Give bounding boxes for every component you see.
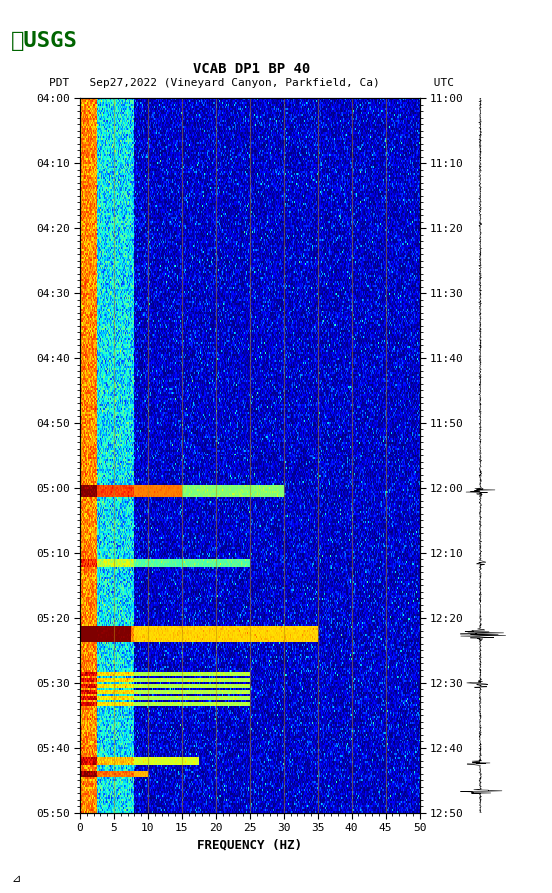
Text: VCAB DP1 BP 40: VCAB DP1 BP 40	[193, 62, 310, 76]
Text: ⊿: ⊿	[11, 874, 20, 884]
X-axis label: FREQUENCY (HZ): FREQUENCY (HZ)	[197, 839, 302, 852]
Text: ⊿USGS: ⊿USGS	[11, 31, 78, 51]
Text: PDT   Sep27,2022 (Vineyard Canyon, Parkfield, Ca)        UTC: PDT Sep27,2022 (Vineyard Canyon, Parkfie…	[49, 78, 454, 88]
